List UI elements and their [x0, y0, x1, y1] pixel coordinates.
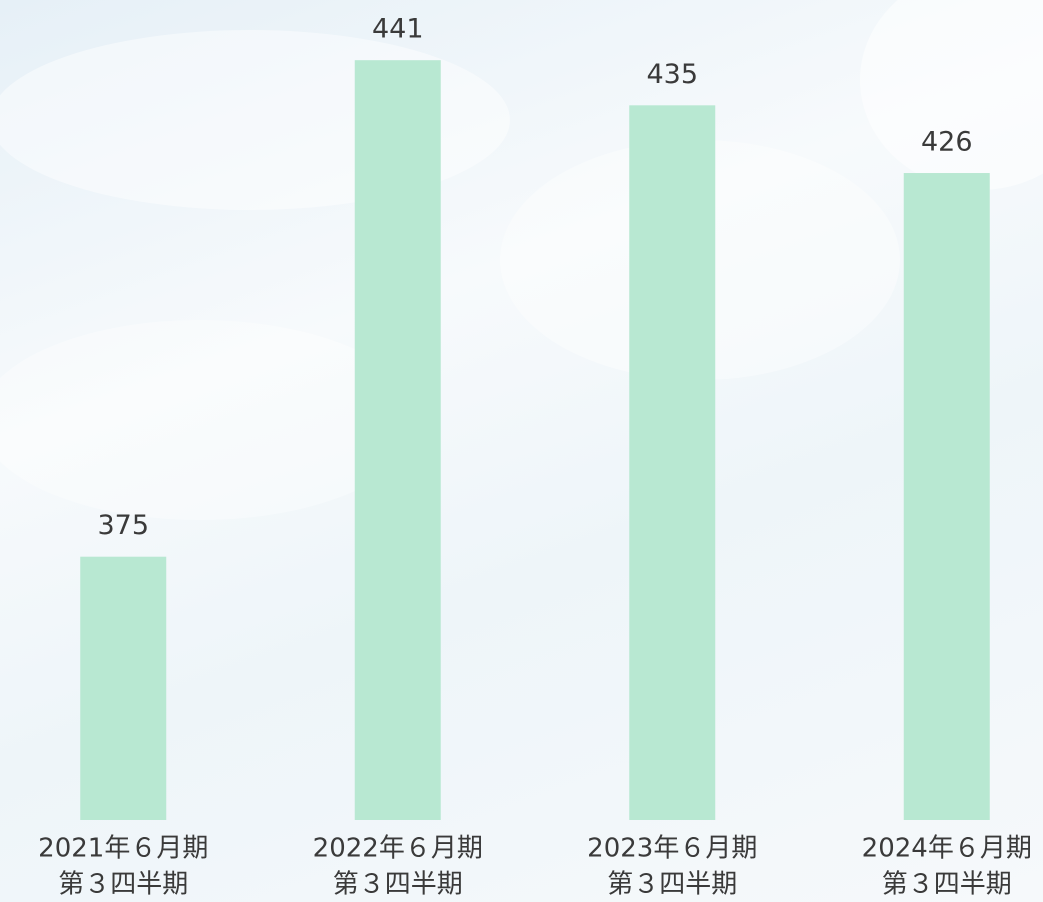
- bar: [80, 556, 167, 820]
- value-label: 375: [97, 510, 149, 541]
- value-label: 426: [921, 127, 973, 158]
- x-tick-label: 2021年６月期: [38, 834, 208, 864]
- x-tick-label: 2022年６月期: [313, 834, 483, 864]
- x-tick-label: 第３四半期: [607, 870, 737, 900]
- x-tick-label: 第３四半期: [58, 870, 188, 900]
- x-tick-label: 第３四半期: [333, 870, 463, 900]
- x-tick-label: 2023年６月期: [587, 834, 757, 864]
- x-tick-label: 2024年６月期: [862, 834, 1032, 864]
- cloud: [860, 0, 1043, 190]
- value-label: 441: [372, 14, 424, 45]
- value-label: 435: [646, 59, 698, 90]
- cloud: [0, 320, 420, 520]
- bar: [629, 105, 716, 820]
- x-tick-label: 第３四半期: [882, 870, 1012, 900]
- bar: [354, 60, 441, 821]
- bar: [903, 173, 990, 820]
